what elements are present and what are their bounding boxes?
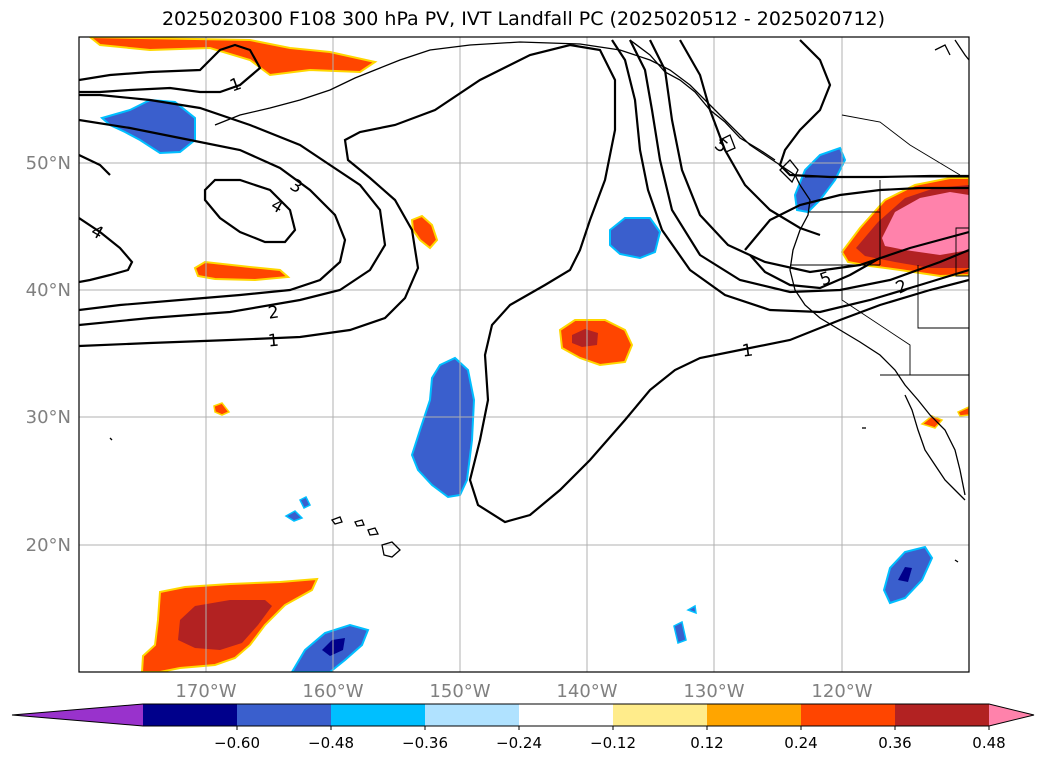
colorbar-extend-high — [989, 704, 1034, 726]
colorbar-tick-label: −0.60 — [214, 734, 260, 752]
contour-label: 1 — [741, 340, 755, 361]
positive-anomaly-core — [572, 329, 598, 347]
negative-anomaly — [686, 604, 697, 615]
positive-anomaly — [193, 260, 291, 282]
positive-anomaly — [920, 415, 944, 429]
map-title: 2025020300 F108 300 hPa PV, IVT Landfall… — [161, 8, 886, 30]
colorbar-bin — [143, 704, 238, 726]
colorbar-tick-label: 0.36 — [878, 734, 911, 752]
pv-contours — [79, 39, 969, 524]
colorbar-tick-label: −0.36 — [402, 734, 448, 752]
negative-anomaly — [298, 495, 312, 510]
latitude-labels: 50°N 40°N 30°N 20°N — [26, 153, 71, 556]
contour-label: 2 — [267, 302, 281, 323]
contour-label: 1 — [267, 331, 280, 352]
lat-label: 40°N — [26, 280, 71, 301]
colorbar-bin — [801, 704, 896, 726]
lat-label: 30°N — [26, 407, 71, 428]
positive-anomaly-peak — [882, 192, 969, 255]
negative-anomaly — [99, 98, 196, 155]
pv-anomaly-shading — [88, 37, 969, 672]
negative-anomaly — [673, 620, 687, 645]
colorbar-tick-label: 0.12 — [690, 734, 723, 752]
lon-label: 130°W — [683, 681, 744, 702]
colorbar-bin — [895, 704, 990, 726]
colorbar-bin — [425, 704, 520, 726]
lon-label: 170°W — [175, 681, 236, 702]
map-frame — [78, 36, 970, 673]
negative-anomaly — [609, 217, 662, 260]
lon-label: 120°W — [811, 681, 872, 702]
positive-anomaly — [88, 37, 378, 77]
colorbar: −0.60 −0.48 −0.36 −0.24 −0.12 0.12 0.24 0.36 0.4… — [11, 703, 1035, 752]
positive-anomaly — [213, 402, 231, 416]
colorbar-tick-label: 0.24 — [784, 734, 817, 752]
colorbar-bin — [613, 704, 708, 726]
colorbar-tick-label: 0.48 — [972, 734, 1005, 752]
colorbar-extend-low — [12, 704, 143, 726]
colorbar-bin — [331, 704, 426, 726]
negative-anomaly — [284, 510, 304, 522]
colorbar-bin — [707, 704, 802, 726]
lon-label: 150°W — [429, 681, 490, 702]
negative-anomaly-core — [898, 567, 912, 582]
lat-label: 50°N — [26, 153, 71, 174]
lon-label: 160°W — [302, 681, 363, 702]
colorbar-bin — [237, 704, 332, 726]
colorbar-tick-label: −0.48 — [308, 734, 354, 752]
positive-anomaly — [410, 214, 439, 250]
longitude-labels: 170°W 160°W 150°W 140°W 130°W 120°W — [175, 681, 872, 702]
lat-label: 20°N — [26, 535, 71, 556]
colorbar-tick-label: −0.12 — [590, 734, 636, 752]
positive-anomaly-core — [178, 600, 272, 650]
colorbar-bin — [519, 704, 614, 726]
lon-label: 140°W — [556, 681, 617, 702]
coastlines — [109, 39, 969, 563]
colorbar-outline — [11, 703, 1035, 727]
colorbar-tick-label: −0.24 — [496, 734, 542, 752]
map-panel — [79, 37, 969, 672]
positive-anomaly — [956, 406, 969, 417]
negative-anomaly — [410, 356, 476, 499]
